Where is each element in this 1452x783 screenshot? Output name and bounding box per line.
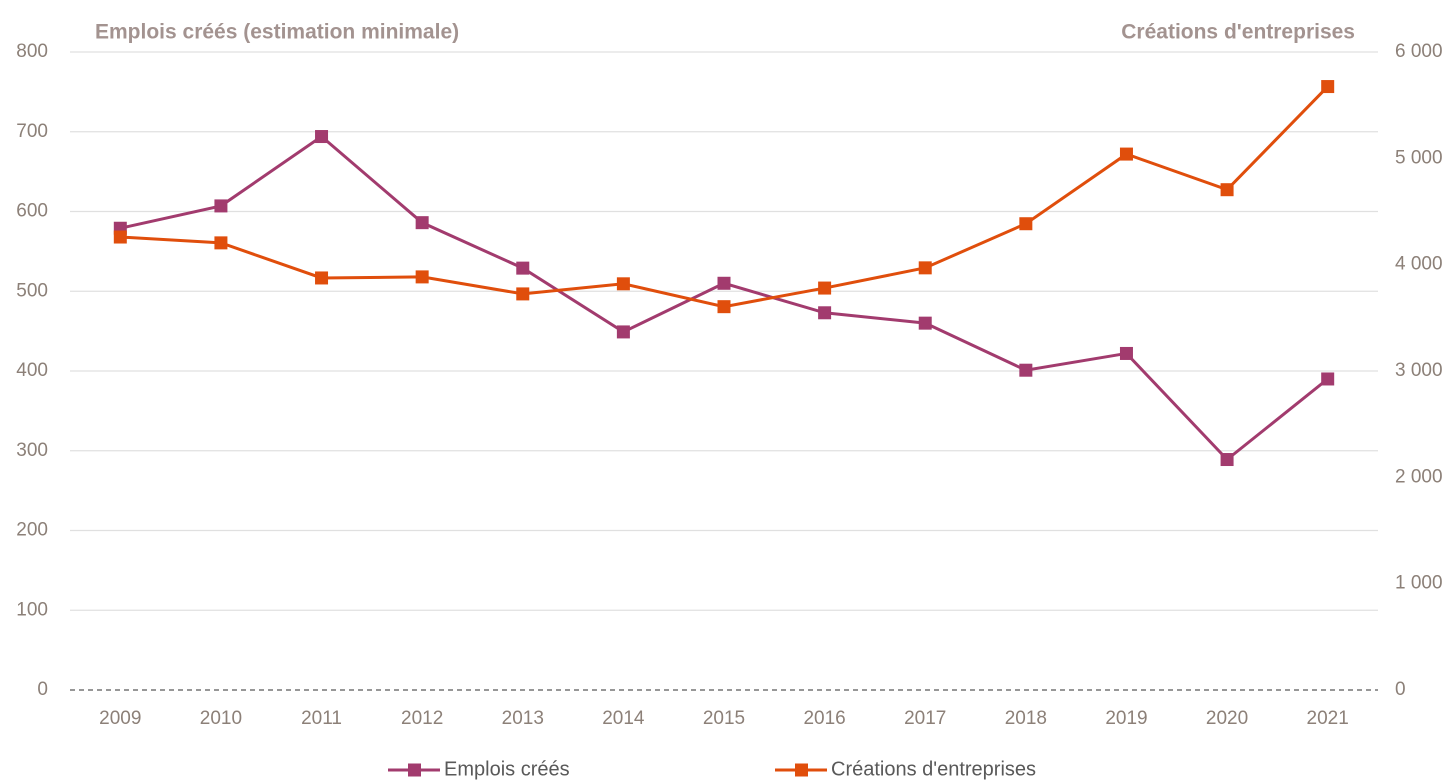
- y-tick-label: 700: [16, 121, 48, 142]
- data-point: [1220, 183, 1234, 197]
- series-line: [120, 85, 1329, 309]
- data-point: [717, 300, 731, 314]
- data-point: [918, 261, 932, 275]
- x-tick-label: 2012: [401, 708, 443, 729]
- y-tick-label: 300: [16, 440, 48, 461]
- y-tick-label: 400: [16, 360, 48, 381]
- y2-tick-label: 1 000: [1395, 573, 1443, 594]
- data-point: [1321, 372, 1335, 386]
- x-tick-label: 2015: [703, 708, 745, 729]
- y-tick-label: 600: [16, 201, 48, 222]
- legend-label: Créations d'entreprises: [831, 758, 1036, 780]
- data-point: [717, 276, 731, 290]
- data-point: [415, 216, 429, 230]
- y-tick-label: 100: [16, 599, 48, 620]
- data-point: [214, 236, 228, 250]
- series-line: [119, 134, 1329, 462]
- data-point: [516, 287, 530, 301]
- data-point: [1220, 453, 1234, 467]
- x-tick-label: 2014: [602, 708, 645, 729]
- data-point: [516, 261, 530, 275]
- x-tick-label: 2009: [99, 708, 141, 729]
- data-point: [214, 199, 228, 213]
- legend-marker: [408, 763, 421, 777]
- y-tick-label: 800: [16, 41, 48, 62]
- data-point: [315, 130, 329, 144]
- data-point: [1119, 147, 1133, 161]
- x-tick-label: 2010: [200, 708, 242, 729]
- y-tick-label: 200: [16, 520, 48, 541]
- data-point: [1119, 346, 1133, 360]
- y2-tick-label: 6 000: [1395, 41, 1443, 62]
- data-point: [1321, 80, 1335, 94]
- data-point: [818, 306, 832, 320]
- legend-label: Emplois créés: [444, 758, 570, 780]
- x-tick-label: 2011: [301, 708, 342, 729]
- x-tick-label: 2017: [904, 708, 946, 729]
- legend-marker: [795, 763, 808, 777]
- x-tick-label: 2013: [502, 708, 544, 729]
- data-point: [918, 316, 932, 330]
- y2-tick-label: 0: [1395, 679, 1406, 700]
- y2-tick-label: 2 000: [1395, 466, 1443, 487]
- data-point: [616, 277, 630, 291]
- y-tick-label: 0: [37, 679, 48, 700]
- data-point: [415, 270, 429, 284]
- data-point: [315, 271, 329, 285]
- data-point: [1019, 363, 1033, 377]
- y2-tick-label: 4 000: [1395, 254, 1443, 275]
- x-tick-label: 2016: [803, 708, 845, 729]
- data-point: [818, 281, 832, 295]
- y2-tick-label: 3 000: [1395, 360, 1443, 381]
- y2-tick-label: 5 000: [1395, 147, 1443, 168]
- y-axis-title: Emplois créés (estimation minimale): [95, 21, 459, 44]
- data-point: [1019, 217, 1033, 231]
- x-tick-label: 2020: [1206, 708, 1248, 729]
- y2-axis-title: Créations d'entreprises: [1121, 21, 1355, 44]
- x-tick-label: 2018: [1005, 708, 1047, 729]
- x-tick-label: 2021: [1307, 708, 1349, 729]
- x-tick-label: 2019: [1105, 708, 1147, 729]
- data-point: [113, 230, 127, 244]
- y-tick-label: 500: [16, 280, 48, 301]
- data-point: [616, 325, 630, 339]
